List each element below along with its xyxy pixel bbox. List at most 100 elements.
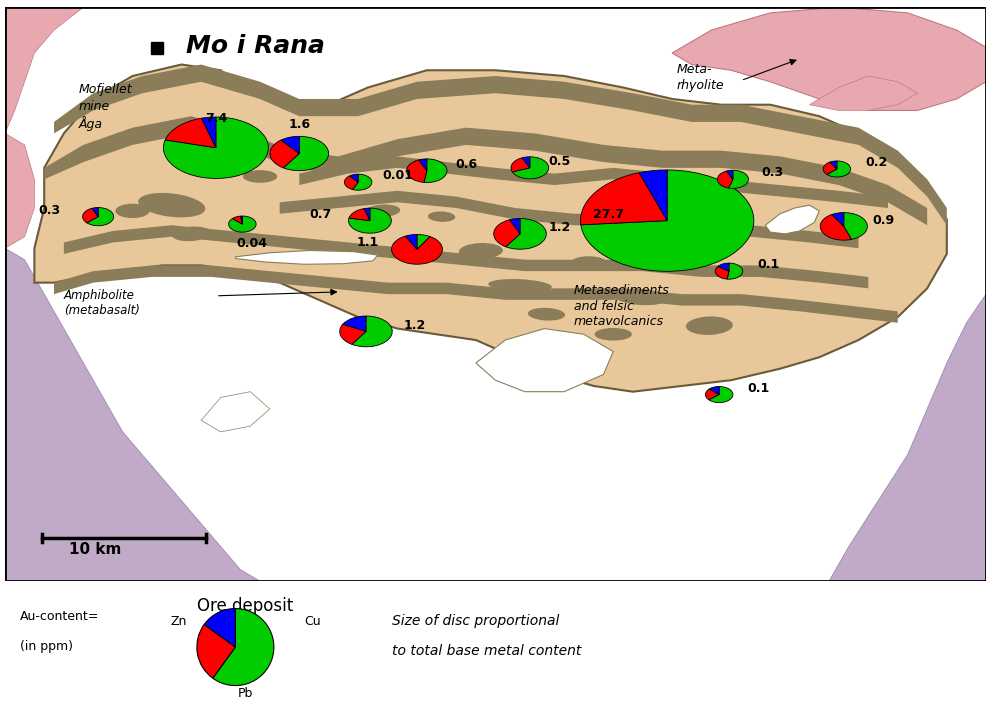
- Ellipse shape: [686, 317, 733, 335]
- Text: 0.1: 0.1: [747, 381, 770, 395]
- Wedge shape: [229, 216, 256, 232]
- Ellipse shape: [428, 212, 455, 222]
- Text: Au-content=: Au-content=: [20, 610, 99, 622]
- Wedge shape: [419, 159, 427, 170]
- Text: 10 km: 10 km: [68, 542, 121, 557]
- Wedge shape: [716, 267, 729, 279]
- Text: Åga: Åga: [78, 116, 102, 130]
- Wedge shape: [283, 136, 329, 170]
- Wedge shape: [82, 208, 98, 223]
- Text: Ore deposit: Ore deposit: [197, 597, 293, 615]
- Text: metavolcanics: metavolcanics: [574, 315, 664, 328]
- Wedge shape: [821, 215, 851, 240]
- Wedge shape: [345, 176, 358, 190]
- Wedge shape: [232, 216, 243, 224]
- Wedge shape: [340, 324, 366, 344]
- Text: 0.1: 0.1: [757, 258, 779, 271]
- Wedge shape: [826, 161, 850, 177]
- Text: Mofjellet: Mofjellet: [78, 83, 132, 96]
- Wedge shape: [270, 140, 299, 168]
- Polygon shape: [236, 250, 378, 265]
- Polygon shape: [5, 248, 260, 581]
- Text: 1.2: 1.2: [404, 319, 426, 332]
- Text: Cu: Cu: [304, 615, 321, 627]
- Text: 0.01: 0.01: [382, 169, 413, 183]
- Wedge shape: [405, 235, 417, 250]
- Wedge shape: [350, 174, 358, 183]
- Text: Meta-: Meta-: [677, 63, 713, 76]
- Ellipse shape: [365, 205, 400, 217]
- Polygon shape: [35, 64, 946, 391]
- Wedge shape: [349, 209, 370, 220]
- Ellipse shape: [459, 243, 502, 259]
- Text: Mo i Rana: Mo i Rana: [186, 34, 325, 58]
- Wedge shape: [197, 625, 235, 678]
- Text: 0.3: 0.3: [38, 204, 60, 217]
- Wedge shape: [87, 207, 114, 226]
- Polygon shape: [5, 7, 83, 133]
- Wedge shape: [512, 157, 549, 179]
- Text: 0.7: 0.7: [310, 207, 332, 221]
- Polygon shape: [672, 7, 986, 111]
- Wedge shape: [706, 389, 719, 400]
- Wedge shape: [241, 216, 243, 224]
- Text: Pb: Pb: [238, 687, 253, 700]
- Ellipse shape: [613, 289, 668, 305]
- Text: 0.2: 0.2: [865, 156, 887, 169]
- Text: (metabasalt): (metabasalt): [63, 304, 140, 317]
- Text: 1.6: 1.6: [288, 118, 310, 130]
- Wedge shape: [494, 220, 520, 247]
- Polygon shape: [63, 225, 868, 288]
- Text: Amphibolite: Amphibolite: [63, 289, 135, 302]
- Wedge shape: [417, 235, 430, 250]
- Wedge shape: [92, 207, 98, 217]
- Text: 7.4: 7.4: [205, 112, 227, 125]
- Wedge shape: [581, 170, 754, 272]
- Ellipse shape: [595, 328, 632, 341]
- Ellipse shape: [571, 256, 606, 269]
- Text: 1.1: 1.1: [357, 237, 380, 250]
- Polygon shape: [279, 191, 858, 248]
- Wedge shape: [213, 609, 274, 685]
- Wedge shape: [824, 162, 837, 175]
- Wedge shape: [843, 212, 867, 240]
- Polygon shape: [476, 329, 613, 391]
- Ellipse shape: [138, 193, 205, 217]
- Text: 1.2: 1.2: [548, 221, 571, 234]
- Text: 27.7: 27.7: [593, 207, 623, 221]
- Polygon shape: [5, 133, 35, 248]
- Wedge shape: [726, 170, 733, 179]
- Wedge shape: [728, 170, 748, 188]
- Ellipse shape: [222, 157, 250, 168]
- Wedge shape: [829, 161, 837, 169]
- Text: to total base metal content: to total base metal content: [392, 644, 582, 657]
- Text: 0.3: 0.3: [761, 166, 783, 180]
- Text: (in ppm): (in ppm): [20, 640, 72, 652]
- Text: 0.5: 0.5: [548, 155, 571, 168]
- Ellipse shape: [243, 170, 277, 183]
- Wedge shape: [391, 236, 442, 265]
- Polygon shape: [810, 76, 918, 111]
- Ellipse shape: [489, 279, 552, 292]
- Wedge shape: [201, 117, 216, 148]
- Wedge shape: [511, 158, 530, 172]
- Text: 0.9: 0.9: [872, 213, 894, 227]
- Ellipse shape: [171, 227, 211, 241]
- Polygon shape: [54, 265, 898, 323]
- Ellipse shape: [528, 308, 565, 321]
- Wedge shape: [831, 212, 843, 227]
- Text: Zn: Zn: [170, 615, 186, 627]
- Wedge shape: [343, 316, 366, 332]
- Polygon shape: [54, 64, 946, 225]
- Wedge shape: [424, 159, 447, 183]
- Wedge shape: [727, 263, 742, 279]
- Wedge shape: [717, 263, 729, 271]
- Wedge shape: [639, 170, 667, 220]
- Wedge shape: [204, 609, 236, 647]
- Wedge shape: [406, 160, 427, 183]
- Wedge shape: [509, 218, 520, 234]
- Text: rhyolite: rhyolite: [677, 78, 724, 92]
- Polygon shape: [765, 205, 820, 234]
- Wedge shape: [709, 386, 733, 403]
- Wedge shape: [717, 171, 733, 188]
